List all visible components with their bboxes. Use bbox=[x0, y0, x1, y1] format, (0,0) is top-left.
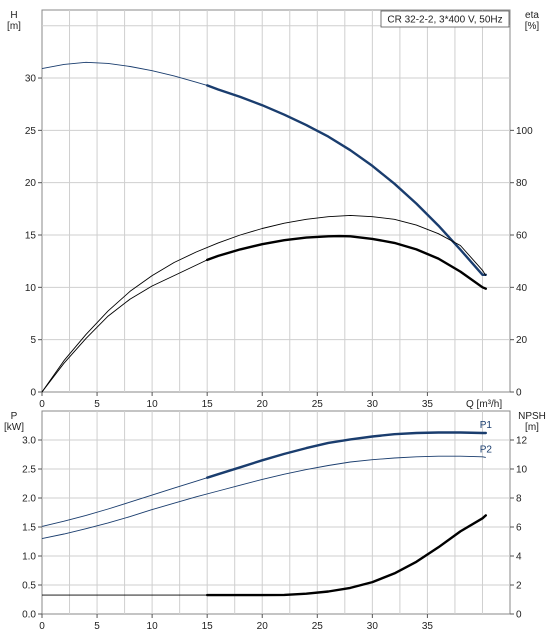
y-tick-label: 1.0 bbox=[22, 552, 36, 563]
title-box bbox=[380, 10, 510, 28]
y-right-tick-label: 40 bbox=[516, 283, 528, 294]
x-tick-label: 0 bbox=[39, 621, 45, 630]
x-tick-label: 10 bbox=[147, 621, 159, 630]
y-tick-label: 0.5 bbox=[22, 581, 36, 592]
y-right-tick-label: 100 bbox=[516, 126, 533, 137]
y-right-tick-label: 0 bbox=[516, 610, 522, 621]
series-line-operating-range bbox=[206, 431, 487, 479]
y-axis-label: H [m] bbox=[7, 10, 21, 32]
x-tick-label: 30 bbox=[367, 621, 379, 630]
x-axis-label: Q [m³/h] bbox=[466, 399, 502, 410]
y-tick-label: 20 bbox=[25, 178, 37, 189]
x-tick-label: 5 bbox=[94, 621, 100, 630]
y-tick-label: 15 bbox=[25, 231, 37, 242]
x-tick-label: 0 bbox=[39, 399, 45, 410]
x-tick-label: 25 bbox=[312, 621, 324, 630]
series-label: P1 bbox=[480, 420, 493, 431]
y-right-tick-label: 80 bbox=[516, 178, 528, 189]
x-tick-label: 25 bbox=[312, 399, 324, 410]
x-tick-label: 20 bbox=[257, 399, 269, 410]
y-right-tick-label: 2 bbox=[516, 581, 522, 592]
series-line bbox=[41, 455, 486, 540]
plot-area bbox=[41, 9, 511, 393]
y-right-tick-label: 0 bbox=[516, 388, 522, 399]
y-right-tick-label: 4 bbox=[516, 552, 522, 563]
y-axis-label: P [kW] bbox=[4, 411, 24, 433]
head-efficiency-panel: 0 5 10 15 20 25 30 35 Q [m³/h] 0 5 10 15 20 25 30 0 20 40 6… bbox=[7, 9, 540, 410]
y-right-tick-label: 6 bbox=[516, 523, 522, 534]
x-tick-label: 20 bbox=[257, 621, 269, 630]
y-right-tick-label: 12 bbox=[516, 436, 528, 447]
y-right-tick-label: 10 bbox=[516, 465, 528, 476]
y-tick-label: 3.0 bbox=[22, 436, 36, 447]
y-tick-label: 10 bbox=[25, 283, 37, 294]
y-tick-label: 0 bbox=[30, 388, 36, 399]
y-tick-label: 5 bbox=[30, 335, 36, 346]
y-right-tick-label: 8 bbox=[516, 494, 522, 505]
x-tick-label: 30 bbox=[367, 399, 379, 410]
x-tick-label: 35 bbox=[422, 399, 434, 410]
y-tick-label: 2.0 bbox=[22, 494, 36, 505]
y-right-axis-label: NPSH [m] bbox=[518, 411, 546, 433]
y-tick-label: 1.5 bbox=[22, 523, 36, 534]
y-tick-label: 25 bbox=[25, 126, 37, 137]
y-right-axis-label: eta [%] bbox=[525, 10, 540, 32]
chart-title: CR 32-2-2, 3*400 V, 50Hz bbox=[387, 15, 502, 26]
y-right-tick-label: 60 bbox=[516, 231, 528, 242]
plot-area bbox=[41, 410, 511, 615]
y-tick-label: 0.0 bbox=[22, 610, 36, 621]
x-tick-label: 5 bbox=[94, 399, 100, 410]
series-line bbox=[41, 214, 487, 393]
x-tick-label: 15 bbox=[202, 399, 214, 410]
y-tick-label: 30 bbox=[25, 74, 37, 85]
x-tick-label: 10 bbox=[147, 399, 159, 410]
y-tick-label: 2.5 bbox=[22, 465, 36, 476]
series-line-operating-range bbox=[206, 234, 487, 290]
x-tick-label: 35 bbox=[422, 621, 434, 630]
series-label: P2 bbox=[480, 444, 493, 455]
x-tick-label: 15 bbox=[202, 621, 214, 630]
series-line-operating-range bbox=[206, 514, 487, 597]
power-npsh-panel: 0 5 10 15 20 25 30 35 0.0 0.5 1.0 1.5 2.0 2.5 3.0 0 2 4 6 8… bbox=[4, 410, 546, 630]
y-right-tick-label: 20 bbox=[516, 335, 528, 346]
